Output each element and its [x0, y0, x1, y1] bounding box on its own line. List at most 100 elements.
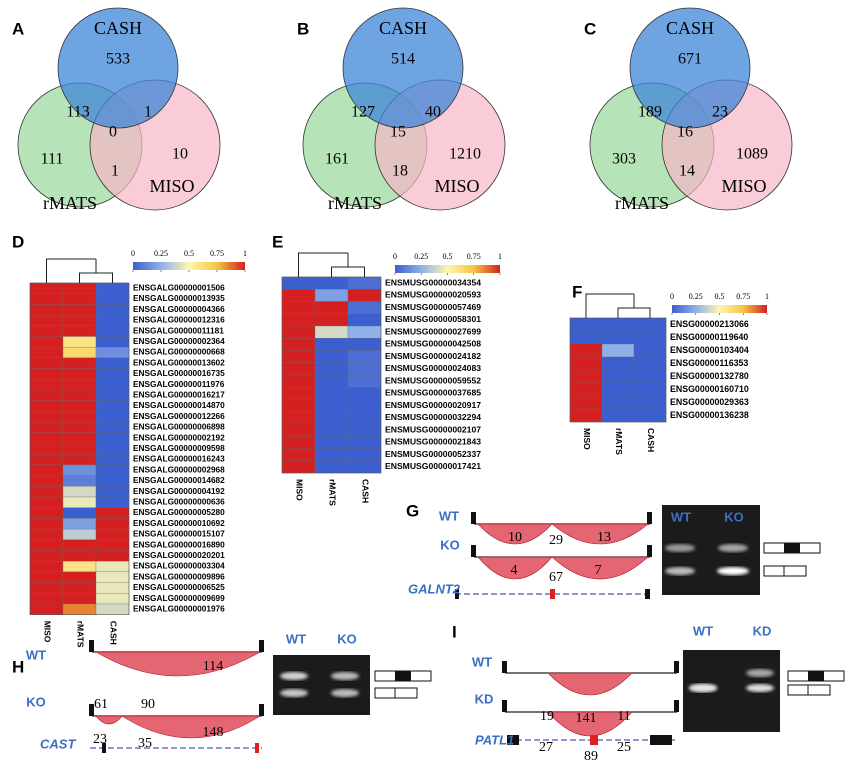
heat-cell — [29, 550, 64, 562]
venn-count: 14 — [679, 163, 695, 180]
junction-arc — [551, 556, 649, 580]
heat-cell — [95, 293, 130, 305]
heat-cell — [281, 350, 316, 363]
gene-label: ENSGALG00000014682 — [133, 475, 225, 485]
lane-label: WT — [671, 509, 691, 524]
gene-label: ENSGALG00000016735 — [133, 368, 225, 378]
gene-label: ENSGALG00000002968 — [133, 464, 225, 474]
exon-coverage — [89, 704, 94, 716]
heat-cell — [601, 330, 635, 345]
venn-count: 127 — [351, 104, 375, 121]
heat-cell — [601, 369, 635, 384]
heat-cell — [633, 369, 667, 384]
scale-tick-label: 1 — [243, 249, 247, 258]
color-scale — [395, 265, 500, 273]
venn-set-label: MISO — [721, 176, 766, 196]
exon-coverage — [471, 545, 476, 557]
gene-label: ENSGALG00000014870 — [133, 400, 225, 410]
gene-label: ENSGALG00000016890 — [133, 539, 225, 549]
heat-cell — [281, 448, 316, 461]
heat-cell — [95, 486, 130, 498]
column-label: rMATS — [75, 621, 85, 648]
venn-count: 303 — [612, 151, 636, 168]
junction-count: 90 — [141, 697, 155, 712]
color-scale — [672, 305, 767, 313]
heat-cell — [314, 387, 349, 400]
exon-coverage — [647, 512, 652, 524]
venn-count: 0 — [109, 124, 117, 141]
gene-label: ENSGALG00000004192 — [133, 486, 225, 496]
venn-count: 189 — [638, 104, 662, 121]
heat-cell — [62, 389, 97, 401]
gene-label: ENSGALG00000013935 — [133, 293, 225, 303]
gene-label: ENSG00000136238 — [670, 410, 749, 420]
gel-band — [280, 689, 308, 697]
gene-label: ENSMUSG00000020917 — [385, 400, 481, 410]
heat-cell — [347, 436, 382, 449]
heat-cell — [95, 443, 130, 455]
heat-cell — [62, 475, 97, 487]
gene-label: ENSGALG00000004366 — [133, 304, 225, 314]
heat-cell — [569, 408, 603, 423]
track-label: KO — [26, 694, 46, 709]
junction-count: 114 — [203, 659, 223, 674]
gel-band — [689, 684, 717, 692]
gel-band — [280, 672, 308, 680]
gene-label: ENSG00000132780 — [670, 371, 749, 381]
heat-cell — [62, 464, 97, 476]
heat-cell — [314, 399, 349, 412]
heat-cell — [314, 350, 349, 363]
venn-count: 16 — [677, 124, 693, 141]
heat-cell — [347, 313, 382, 327]
lane-label: KD — [753, 623, 772, 638]
scale-tick-label: 0.25 — [689, 292, 703, 301]
scale-tick-label: 0.75 — [467, 252, 481, 261]
heat-cell — [62, 454, 97, 466]
heat-cell — [95, 432, 130, 444]
heat-cell — [29, 528, 64, 540]
panel-letter: G — [406, 501, 419, 520]
heat-cell — [95, 539, 130, 551]
scale-tick-label: 1 — [498, 252, 502, 261]
heat-cell — [633, 343, 667, 358]
heat-cell — [62, 593, 97, 605]
venn-set-label: MISO — [149, 176, 194, 196]
venn-set-label: CASH — [666, 18, 714, 38]
heat-cell — [95, 496, 130, 508]
venn-set-label: rMATS — [43, 193, 97, 213]
gene-label: ENSGALG00000006525 — [133, 582, 225, 592]
gene-label: ENSMUSG00000042508 — [385, 339, 481, 349]
heat-cell — [62, 400, 97, 412]
junction-count: 7 — [595, 563, 602, 578]
column-label: MISO — [42, 621, 52, 643]
junction-arc — [477, 523, 553, 545]
heat-cell — [29, 379, 64, 391]
gel-band — [665, 567, 695, 575]
panel-letter: D — [12, 232, 24, 251]
exon-coverage — [502, 700, 507, 712]
isoform-exon — [808, 671, 824, 681]
venn-count: 533 — [106, 51, 130, 68]
junction-arc — [95, 715, 123, 725]
heat-cell — [95, 304, 130, 316]
heat-cell — [314, 423, 349, 437]
heat-cell — [95, 582, 130, 594]
junction-count: 61 — [94, 697, 108, 712]
heat-cell — [62, 507, 97, 519]
gene-label: ENSGALG00000009598 — [133, 443, 225, 453]
heat-cell — [29, 304, 64, 316]
heat-cell — [95, 603, 130, 615]
gene-label: ENSG00000029363 — [670, 397, 749, 407]
lane-label: WT — [693, 623, 713, 638]
heat-cell — [62, 582, 97, 594]
heat-cell — [29, 571, 64, 583]
gene-label: ENSG00000160710 — [670, 384, 749, 394]
exon-coverage — [674, 661, 679, 673]
gel-band — [331, 672, 359, 680]
heat-cell — [29, 561, 64, 573]
heat-cell — [314, 276, 349, 290]
track-label: WT — [439, 508, 459, 523]
heat-cell — [347, 374, 382, 388]
venn-set-label: CASH — [94, 18, 142, 38]
junction-count: 10 — [508, 530, 522, 545]
